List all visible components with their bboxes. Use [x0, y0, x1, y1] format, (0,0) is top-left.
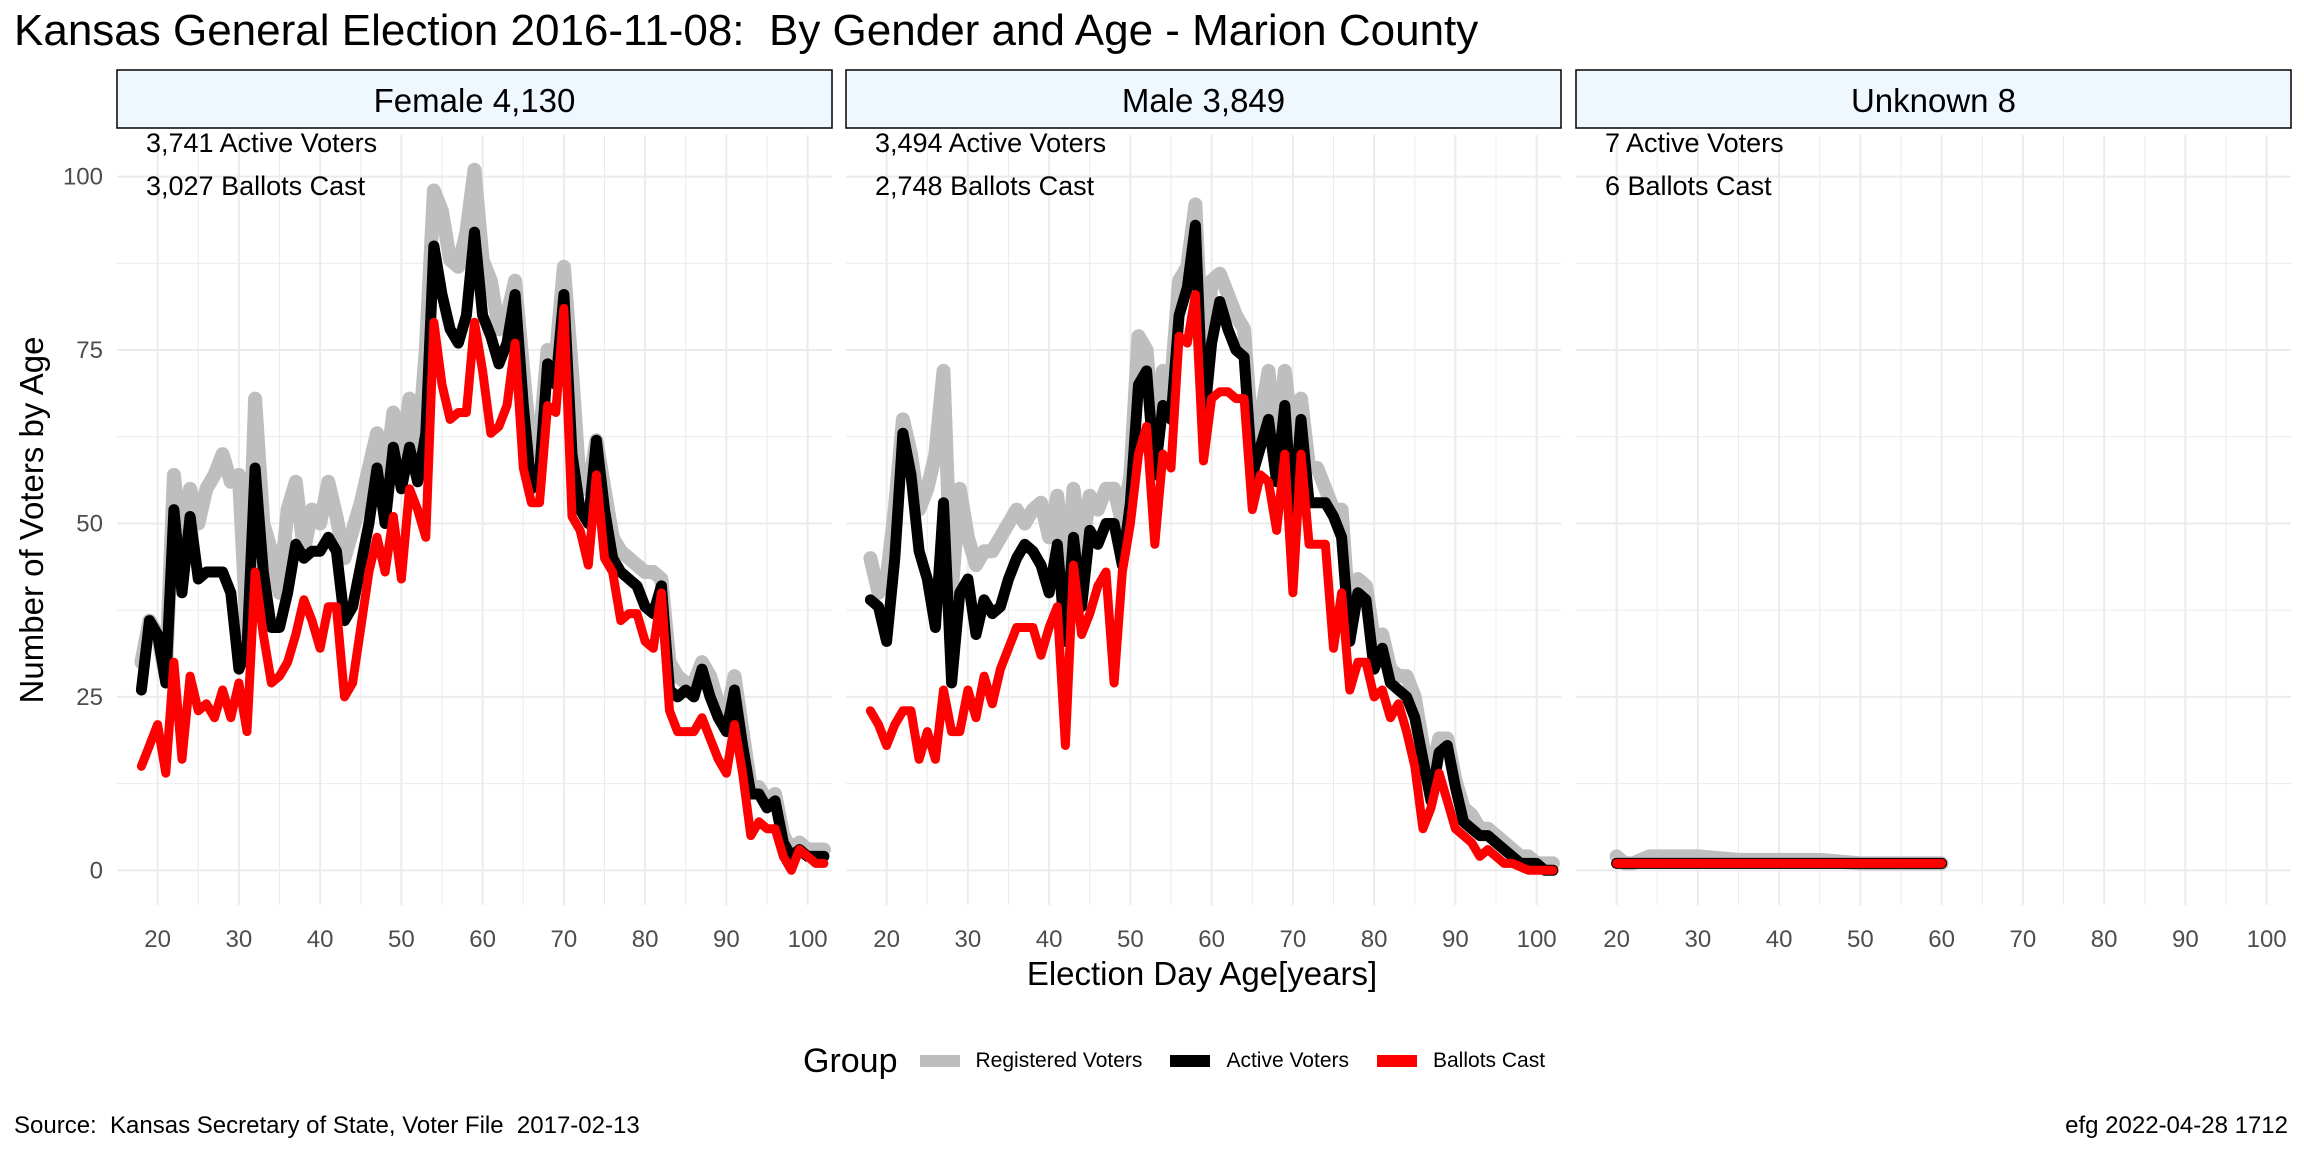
- x-tick-label: 70: [551, 926, 578, 953]
- y-tick-label: 25: [76, 684, 103, 711]
- x-tick-label: 20: [144, 926, 171, 953]
- x-axis-label: Election Day Age[years]: [1027, 955, 1377, 992]
- x-tick-label: 60: [469, 926, 496, 953]
- x-tick-label: 40: [1766, 926, 1793, 953]
- legend-title: Group: [803, 1041, 898, 1080]
- y-tick-label: 0: [90, 857, 103, 884]
- x-tick-label: 20: [1603, 926, 1630, 953]
- facet-strip: [1575, 69, 2292, 129]
- x-tick-label: 90: [2172, 926, 2199, 953]
- x-tick-label: 30: [226, 926, 253, 953]
- facet-strip-label: Unknown 8: [1851, 82, 2016, 119]
- panel-annotation: 3,741 Active Voters: [146, 128, 377, 158]
- x-tick-label: 50: [1847, 926, 1874, 953]
- y-axis-label: Number of Voters by Age: [13, 337, 50, 704]
- x-tick-label: 70: [1280, 926, 1307, 953]
- x-tick-label: 30: [1685, 926, 1712, 953]
- y-tick-label: 75: [76, 337, 103, 364]
- chart-title: Kansas General Election 2016-11-08: By G…: [14, 6, 1479, 55]
- source-note: Source: Kansas Secretary of State, Voter…: [14, 1112, 640, 1139]
- facet-strip: [116, 69, 833, 129]
- series-line-registered: [863, 197, 1560, 871]
- x-tick-label: 50: [1117, 926, 1144, 953]
- x-tick-label: 100: [788, 926, 828, 953]
- facet-strip-label: Male 3,849: [1122, 82, 1285, 119]
- legend-key-ballots: [1377, 1055, 1417, 1067]
- panel-annotation: 3,027 Ballots Cast: [146, 171, 366, 201]
- x-tick-label: 70: [2010, 926, 2037, 953]
- legend-key-active: [1170, 1055, 1211, 1067]
- series-line-ballots: [865, 290, 1558, 875]
- x-tick-label: 40: [1036, 926, 1063, 953]
- panel-1: Female 4,130 3,741 Active Voters 3,027 Bal…: [116, 69, 833, 953]
- panel-annotation: 6 Ballots Cast: [1605, 171, 1772, 201]
- panel-2: Male 3,849 3,494 Active Voters 2,748 Ballo…: [845, 69, 1562, 953]
- legend-label-active: Active Voters: [1226, 1049, 1349, 1072]
- x-tick-label: 60: [1928, 926, 1955, 953]
- x-tick-label: 90: [713, 926, 740, 953]
- x-tick-label: 100: [2247, 926, 2287, 953]
- panel-3: Unknown 8 7 Active Voters 6 Ballots Cast 20…: [1575, 69, 2292, 953]
- facet-strip: [845, 69, 1562, 129]
- x-tick-label: 80: [1361, 926, 1388, 953]
- y-tick-label: 50: [76, 510, 103, 537]
- panel-annotation: 7 Active Voters: [1605, 128, 1784, 158]
- author-stamp: efg 2022-04-28 1712: [2065, 1112, 2288, 1139]
- series-line-active: [135, 226, 830, 862]
- chart-panels: Female 4,130 3,741 Active Voters 3,027 Bal…: [63, 69, 2292, 953]
- x-tick-label: 80: [2091, 926, 2118, 953]
- x-tick-label: 100: [1517, 926, 1557, 953]
- x-tick-label: 80: [632, 926, 659, 953]
- x-tick-label: 50: [388, 926, 415, 953]
- series-line-ballots: [136, 303, 829, 875]
- legend-label-ballots: Ballots Cast: [1433, 1049, 1546, 1072]
- legend: Group Registered Voters Active Voters Ba…: [803, 1035, 1573, 1087]
- series-line-active: [864, 219, 1559, 876]
- x-tick-label: 30: [955, 926, 982, 953]
- panel-annotation: 3,494 Active Voters: [875, 128, 1106, 158]
- x-tick-label: 60: [1198, 926, 1225, 953]
- x-tick-label: 20: [873, 926, 900, 953]
- panel-annotation: 2,748 Ballots Cast: [875, 171, 1095, 201]
- x-tick-label: 90: [1442, 926, 1469, 953]
- legend-key-registered: [919, 1055, 960, 1067]
- facet-strip-label: Female 4,130: [374, 82, 576, 119]
- y-tick-label: 100: [63, 164, 103, 191]
- legend-label-registered: Registered Voters: [975, 1049, 1143, 1072]
- x-tick-label: 40: [307, 926, 334, 953]
